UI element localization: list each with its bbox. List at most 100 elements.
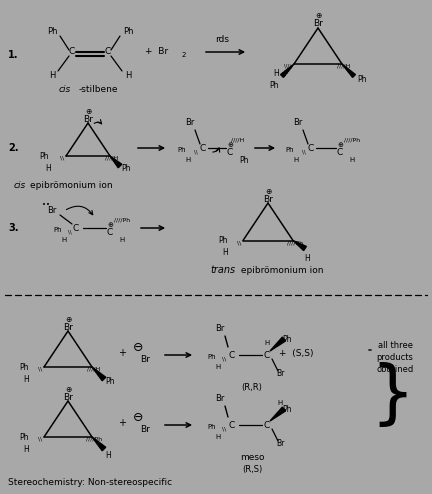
Text: H: H [119,237,124,243]
Text: H: H [216,434,221,440]
Text: ⊕: ⊕ [337,142,343,148]
Text: +  Br: + Br [146,47,168,56]
Text: H: H [105,451,111,459]
Text: H: H [49,71,55,80]
Text: \\: \\ [68,230,72,235]
Text: }: } [370,362,414,428]
Polygon shape [342,64,356,78]
Text: C: C [308,143,314,153]
Text: C: C [73,223,79,233]
Text: H: H [273,70,279,79]
Text: H: H [216,364,221,370]
Text: epibrömonium ion: epibrömonium ion [30,180,113,190]
Polygon shape [92,437,106,451]
Text: 2: 2 [182,52,186,58]
Text: H: H [304,254,310,263]
Text: H: H [61,237,67,243]
Text: all three: all three [378,340,413,349]
Text: -stilbene: -stilbene [78,85,118,94]
Text: (R,R): (R,R) [241,382,262,392]
Text: Br: Br [48,206,57,214]
Text: 2.: 2. [8,143,19,153]
Text: ••: •• [42,202,50,208]
Text: +: + [118,418,126,428]
Text: Br: Br [293,118,303,126]
Text: ⊕: ⊕ [265,187,271,196]
Text: C: C [264,420,270,429]
Text: C: C [227,148,233,157]
Text: Br: Br [63,393,73,402]
Text: obtained: obtained [376,365,413,373]
Text: Br: Br [313,19,323,29]
Text: Ph: Ph [208,354,216,360]
Text: C: C [200,143,206,153]
Text: ////H: ////H [232,137,245,142]
Polygon shape [270,407,286,421]
Text: Ph: Ph [123,28,133,37]
Text: \\: \\ [38,437,42,442]
Text: C: C [229,420,235,429]
Text: ⊕: ⊕ [315,11,321,20]
Text: ////Ph: ////Ph [287,240,303,245]
Text: Ph: Ph [282,334,292,343]
Polygon shape [110,156,122,168]
Text: ////H: ////H [87,367,101,371]
Text: 3.: 3. [8,223,19,233]
Text: \\: \\ [60,156,64,161]
Text: ////H: ////H [337,64,351,69]
Text: Ph: Ph [47,28,57,37]
Text: Br: Br [83,115,93,124]
Text: Br: Br [276,369,284,377]
Polygon shape [270,337,286,351]
Text: ⊕: ⊕ [65,315,71,324]
Text: products: products [377,353,413,362]
Text: Ph: Ph [218,236,228,245]
Text: \\: \\ [237,240,241,245]
Text: Ph: Ph [39,152,49,161]
Text: ⊕: ⊕ [65,384,71,394]
Text: Br: Br [63,323,73,331]
Text: ⊖: ⊖ [133,411,143,423]
Text: ⊖: ⊖ [133,340,143,354]
Text: Ph: Ph [54,227,62,233]
Text: H: H [293,157,299,163]
Text: Br: Br [185,118,195,126]
Text: Br: Br [140,355,150,364]
Text: Br: Br [263,195,273,204]
Text: Ph: Ph [19,433,29,442]
Text: Ph: Ph [121,164,131,172]
Text: C: C [69,47,75,56]
Text: +  (S,S): + (S,S) [279,348,313,358]
Text: Br: Br [215,394,225,403]
Text: H: H [277,400,283,406]
Text: Stereochemistry: Non-stereospecific: Stereochemistry: Non-stereospecific [8,478,172,487]
Text: H: H [185,157,191,163]
Polygon shape [281,64,294,78]
Text: epibrömonium ion: epibrömonium ion [238,265,324,275]
Polygon shape [92,367,106,381]
Polygon shape [293,241,306,250]
Text: C: C [264,351,270,360]
Text: C: C [107,228,113,237]
Text: Ph: Ph [208,424,216,430]
Text: Br: Br [276,439,284,448]
Text: Br: Br [215,324,225,332]
Text: \\: \\ [222,357,226,362]
Text: (R,S): (R,S) [242,464,262,474]
Text: rds: rds [215,36,229,44]
Text: trans: trans [210,265,235,275]
Text: cis: cis [59,85,71,94]
Text: Ph: Ph [286,147,294,153]
Text: ////Ph: ////Ph [344,137,360,142]
Text: Ph: Ph [105,376,115,385]
Text: Ph: Ph [357,75,367,83]
Text: ////Ph: ////Ph [86,437,102,442]
Text: Ph: Ph [239,156,249,165]
Text: C: C [105,47,111,56]
Text: H: H [125,71,131,80]
Text: Br: Br [140,424,150,434]
Text: ////H: ////H [105,156,119,161]
Text: \\\\: \\\\ [284,64,292,69]
Text: ////Ph: ////Ph [114,217,130,222]
Text: H: H [45,164,51,172]
